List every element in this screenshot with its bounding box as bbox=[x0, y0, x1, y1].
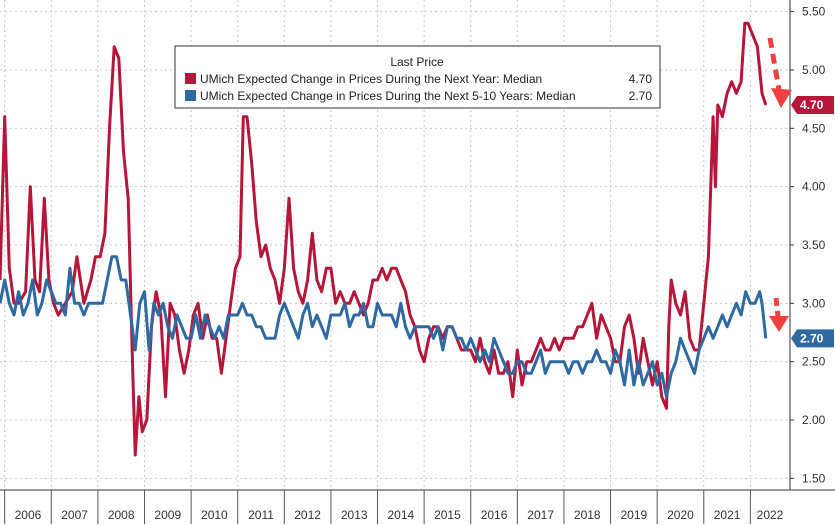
last-value-tag-0 bbox=[791, 96, 834, 114]
legend-swatch-1yr bbox=[185, 73, 196, 84]
y-tick-label: 1.50 bbox=[802, 471, 826, 485]
y-tick-label: 5.00 bbox=[802, 63, 826, 77]
blue-down-arrow-annotation bbox=[769, 297, 789, 332]
x-tick-label: 2022 bbox=[757, 508, 784, 522]
y-tick-label: 5.50 bbox=[802, 5, 826, 19]
x-tick-label: 2013 bbox=[341, 508, 368, 522]
series-layer bbox=[0, 21, 768, 457]
last-value-tag-1 bbox=[791, 329, 834, 348]
last-value-tag-text-0: 4.70 bbox=[800, 98, 824, 112]
x-tick-label: 2015 bbox=[434, 508, 461, 522]
x-tick-label: 2016 bbox=[481, 508, 508, 522]
x-tick-label: 2011 bbox=[248, 508, 274, 522]
y-tick-label: 3.50 bbox=[802, 238, 826, 252]
x-tick-label: 2014 bbox=[387, 508, 414, 522]
legend-value-1yr: 4.70 bbox=[629, 72, 653, 86]
legend-label-1yr: UMich Expected Change in Prices During t… bbox=[200, 72, 542, 86]
x-tick-label: 2009 bbox=[154, 508, 181, 522]
legend-box bbox=[174, 45, 661, 109]
y-tick-label: 3.00 bbox=[802, 296, 826, 310]
x-tick-label: 2010 bbox=[201, 508, 228, 522]
legend-title: Last Price bbox=[390, 55, 444, 69]
legend-label-5-10yr: UMich Expected Change in Prices During t… bbox=[200, 89, 576, 103]
y-tick-label: 2.00 bbox=[802, 413, 826, 427]
y-axis: 1.50 2.00 2.50 3.00 3.50 4.00 4.50 5.00 5.50 bbox=[790, 5, 826, 485]
x-tick-label: 2020 bbox=[667, 508, 694, 522]
red-down-arrow-annotation bbox=[767, 37, 792, 108]
x-axis: 2006 2007 2008 2009 2010 2011 2012 2013 2014 2015… bbox=[4, 490, 784, 524]
legend-swatch-5-10yr bbox=[185, 90, 196, 101]
x-tick-label: 2018 bbox=[574, 508, 601, 522]
last-value-tag-text-1: 2.70 bbox=[800, 331, 824, 345]
x-tick-label: 2006 bbox=[15, 508, 42, 522]
y-tick-label: 4.50 bbox=[802, 121, 826, 135]
legend: Last Price UMich Expected Change in Pric… bbox=[174, 45, 661, 109]
y-tick-label: 2.50 bbox=[802, 355, 826, 369]
series-line-1 bbox=[0, 255, 768, 399]
x-tick-label: 2008 bbox=[108, 508, 135, 522]
x-tick-label: 2017 bbox=[527, 508, 554, 522]
last-value-tags: 4.70 2.70 bbox=[791, 96, 834, 348]
x-tick-label: 2007 bbox=[61, 508, 88, 522]
annotation-arrows bbox=[767, 37, 792, 332]
x-tick-label: 2021 bbox=[714, 508, 741, 522]
legend-value-5-10yr: 2.70 bbox=[629, 89, 653, 103]
x-tick-label: 2012 bbox=[294, 508, 321, 522]
y-tick-label: 4.00 bbox=[802, 180, 826, 194]
x-tick-label: 2019 bbox=[621, 508, 648, 522]
